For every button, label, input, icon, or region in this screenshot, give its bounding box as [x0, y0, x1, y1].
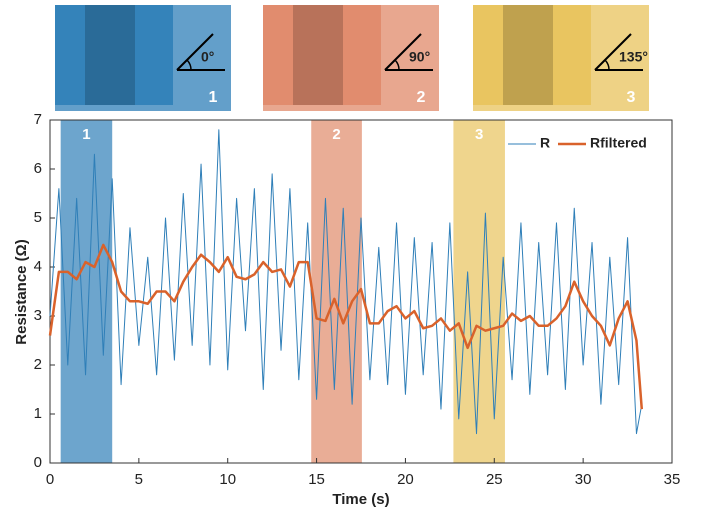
angle-label: 90° — [409, 49, 430, 65]
angle-arm — [384, 33, 422, 71]
panel-number: 2 — [417, 89, 426, 106]
x-tick-label: 5 — [135, 471, 143, 488]
x-tick-label: 30 — [575, 471, 592, 488]
angle-arc — [394, 59, 400, 71]
x-tick-label: 25 — [486, 471, 503, 488]
band-label: 2 — [332, 126, 340, 143]
photo — [55, 5, 173, 105]
x-axis-label: Time (s) — [332, 491, 389, 508]
angle-arm — [594, 33, 632, 71]
y-tick-label: 0 — [34, 454, 42, 471]
band-label: 3 — [475, 126, 483, 143]
x-tick-label: 35 — [664, 471, 681, 488]
photo-shade — [503, 5, 553, 105]
photo-shade — [85, 5, 135, 105]
x-tick-label: 0 — [46, 471, 54, 488]
photo-panels: 0° 1 90° 2 135° 3 — [55, 5, 649, 111]
band-label: 1 — [82, 126, 90, 143]
highlight-band — [60, 120, 113, 463]
y-tick-label: 7 — [34, 111, 42, 128]
axes-frame — [49, 119, 673, 464]
legend-label: Rfiltered — [590, 135, 647, 151]
photo — [473, 5, 591, 105]
x-tick-label: 10 — [219, 471, 236, 488]
y-tick-label: 1 — [34, 405, 42, 422]
angle-arc — [604, 59, 610, 71]
angle-arm — [176, 33, 214, 71]
photo — [263, 5, 381, 105]
angle-label: 135° — [619, 49, 648, 65]
highlight-band — [311, 120, 362, 463]
x-tick-label: 15 — [308, 471, 325, 488]
series-line — [49, 129, 643, 435]
angle-label: 0° — [201, 49, 214, 65]
angle-arc — [186, 59, 192, 71]
y-tick-label: 6 — [34, 160, 42, 177]
x-tick-label: 20 — [397, 471, 414, 488]
highlight-band — [453, 120, 505, 463]
panel-number: 3 — [627, 89, 636, 106]
y-tick-label: 5 — [34, 209, 42, 226]
series-line — [48, 243, 644, 410]
photo-shade — [293, 5, 343, 105]
y-tick-label: 2 — [34, 356, 42, 373]
y-tick-label: 3 — [34, 307, 42, 324]
legend-label: R — [540, 135, 550, 151]
y-tick-label: 4 — [34, 258, 42, 275]
panel-number: 1 — [209, 89, 218, 106]
y-axis-label: Resistance (Ω) — [13, 239, 30, 344]
